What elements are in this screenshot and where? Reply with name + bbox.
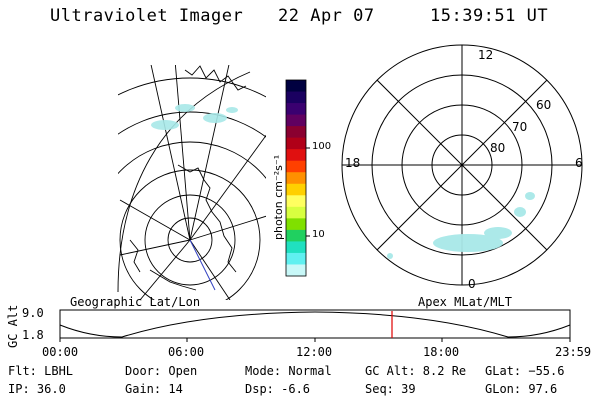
apex-title: Apex MLat/MLT	[418, 295, 512, 309]
colorbar-band	[286, 91, 306, 104]
x-tick-2359: 23:59	[555, 345, 592, 359]
colorbar-band	[286, 241, 306, 254]
x-tick-1200: 12:00	[296, 345, 333, 359]
colorbar-band	[286, 206, 306, 219]
filter-status: Flt: LBHL	[8, 364, 74, 378]
mlat-label-60: 60	[536, 98, 552, 112]
mlt-label-6: 6	[575, 156, 583, 170]
mode-status: Mode: Normal	[245, 364, 332, 378]
mlt-label-0: 0	[468, 277, 476, 291]
geographic-title: Geographic Lat/Lon	[70, 295, 201, 309]
colorbar-band	[286, 103, 306, 116]
instrument-title: Ultraviolet Imager	[50, 6, 244, 26]
door-status: Door: Open	[125, 364, 198, 378]
colorbar-band	[286, 264, 306, 277]
date-label: 22 Apr 07	[278, 6, 375, 26]
colorbar-band	[286, 80, 306, 93]
colorbar-tick-10: 10	[312, 229, 325, 240]
colorbar-band	[286, 229, 306, 242]
mlt-label-18: 18	[345, 156, 361, 170]
colorbar-band	[286, 172, 306, 185]
colorbar-band	[286, 183, 306, 196]
colorbar-band	[286, 137, 306, 150]
y-tick-9: 9.0	[22, 306, 44, 320]
time-label: 15:39:51 UT	[430, 6, 549, 26]
colorbar-tick-100: 100	[312, 141, 332, 152]
gc-alt-status: GC Alt: 8.2 Re	[365, 364, 467, 378]
mlat-label-80: 80	[490, 141, 506, 155]
colorbar-band	[286, 195, 306, 208]
glat-status: GLat: −55.6	[485, 364, 565, 378]
x-tick-0000: 00:00	[42, 345, 79, 359]
mlat-label-70: 70	[512, 120, 528, 134]
colorbar-band	[286, 160, 306, 173]
gain-status: Gain: 14	[125, 382, 183, 396]
mlt-label-12: 12	[478, 48, 494, 62]
colorbar-band	[286, 252, 306, 265]
colorbar-band	[286, 218, 306, 231]
ip-status: IP: 36.0	[8, 382, 66, 396]
x-tick-0600: 06:00	[168, 345, 205, 359]
colorbar-band	[286, 126, 306, 139]
dsp-status: Dsp: -6.6	[245, 382, 311, 396]
x-tick-1800: 18:00	[423, 345, 460, 359]
glon-status: GLon: 97.6	[485, 382, 558, 396]
colorbar-band	[286, 114, 306, 127]
colorbar-band	[286, 149, 306, 162]
y-tick-1-8: 1.8	[22, 328, 44, 342]
seq-status: Seq: 39	[365, 382, 416, 396]
